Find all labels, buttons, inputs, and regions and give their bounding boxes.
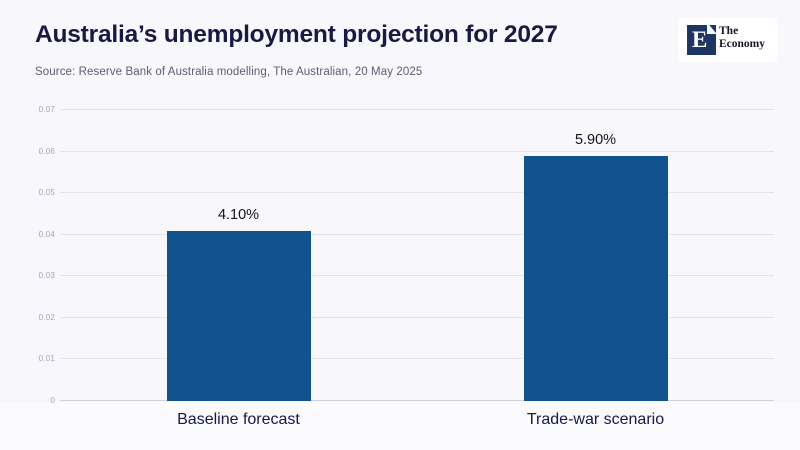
y-tick-label: 0.01 xyxy=(38,354,55,364)
the-economy-logo: E The Economy xyxy=(678,18,777,62)
logo-wordmark: The Economy xyxy=(719,25,765,51)
gridline xyxy=(60,233,774,235)
bar-value-label: 4.10% xyxy=(217,206,260,223)
gridline xyxy=(60,275,774,277)
gridlines xyxy=(60,109,774,401)
logo-wordmark-line1: The xyxy=(719,25,739,37)
bar xyxy=(523,155,668,401)
source-attribution: Source: Reserve Bank of Australia modell… xyxy=(35,66,423,78)
category-labels: Baseline forecast Trade-war scenario xyxy=(60,411,774,429)
y-tick-label: 0.02 xyxy=(38,312,55,322)
gridline xyxy=(60,316,774,318)
bar xyxy=(166,230,311,401)
below-axis-background xyxy=(0,402,800,450)
y-tick-label: 0 xyxy=(50,396,55,405)
logo-letter-e: E xyxy=(692,27,708,52)
y-axis-labels: 0 0.01 0.02 0.03 0.04 0.05 0.06 0.07 xyxy=(0,105,55,405)
plot-area: 4.10% 5.90% xyxy=(60,109,774,401)
y-tick-label: 0.06 xyxy=(38,146,55,156)
bar-value-label: 5.90% xyxy=(574,131,617,148)
y-tick-label: 0.04 xyxy=(38,229,55,239)
y-tick-label: 0.03 xyxy=(38,271,55,281)
bars: 4.10% 5.90% xyxy=(60,110,774,401)
logo-wordmark-line2: Economy xyxy=(719,38,765,50)
logo-notch xyxy=(707,25,716,34)
y-tick-label: 0.05 xyxy=(38,188,55,198)
logo-monogram-square: E xyxy=(687,25,716,55)
gridline xyxy=(60,192,774,194)
bar-group: 4.10% xyxy=(60,110,417,401)
gridline xyxy=(60,109,774,110)
bar-group: 5.90% xyxy=(417,110,774,401)
logo-apostrophe-icon xyxy=(709,25,716,34)
category-label: Baseline forecast xyxy=(177,411,300,428)
y-tick-label: 0.07 xyxy=(38,105,55,114)
gridline xyxy=(60,358,774,360)
category-label: Trade-war scenario xyxy=(526,411,665,428)
page-title: Australia’s unemployment projection for … xyxy=(35,21,558,48)
x-axis-baseline xyxy=(60,400,774,401)
gridline xyxy=(60,150,774,152)
